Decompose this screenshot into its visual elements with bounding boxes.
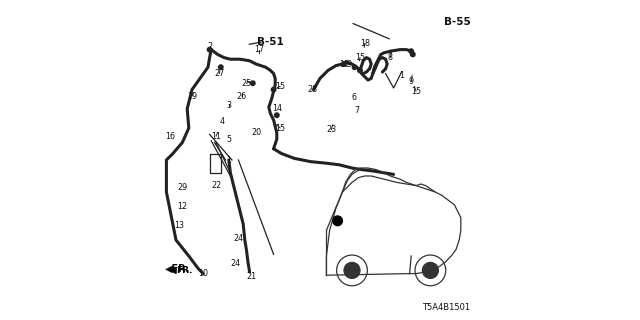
Text: 11: 11 xyxy=(211,132,221,140)
Text: 24: 24 xyxy=(230,260,240,268)
Text: 1: 1 xyxy=(227,156,231,164)
Text: 15: 15 xyxy=(411,87,421,96)
Circle shape xyxy=(218,65,223,69)
Text: 24: 24 xyxy=(234,234,243,243)
Text: 22: 22 xyxy=(211,181,221,190)
Text: ◀FR.: ◀FR. xyxy=(165,264,190,274)
Text: 29: 29 xyxy=(177,183,188,192)
Circle shape xyxy=(342,62,346,66)
Text: 1: 1 xyxy=(399,71,404,80)
Circle shape xyxy=(344,262,360,278)
Text: T5A4B1501: T5A4B1501 xyxy=(422,303,470,312)
Text: 13: 13 xyxy=(174,221,184,230)
Text: 3: 3 xyxy=(227,101,231,110)
Circle shape xyxy=(271,87,276,92)
Text: 4: 4 xyxy=(220,117,225,126)
Text: 25: 25 xyxy=(241,79,252,88)
Text: 10: 10 xyxy=(198,269,208,278)
Text: 15: 15 xyxy=(275,82,285,91)
Circle shape xyxy=(207,47,212,52)
Circle shape xyxy=(352,65,357,69)
Text: 15: 15 xyxy=(275,124,285,132)
Text: 28: 28 xyxy=(307,85,317,94)
Text: FR.: FR. xyxy=(176,266,193,275)
Text: 12: 12 xyxy=(177,202,188,211)
Text: 26: 26 xyxy=(237,92,246,100)
Text: 23: 23 xyxy=(326,125,336,134)
Text: 5: 5 xyxy=(226,135,232,144)
Text: 21: 21 xyxy=(246,272,256,281)
Text: 7: 7 xyxy=(354,106,360,115)
Circle shape xyxy=(275,113,279,117)
Text: B-51: B-51 xyxy=(257,36,284,47)
Circle shape xyxy=(411,52,415,57)
Text: 8: 8 xyxy=(388,53,393,62)
Circle shape xyxy=(358,68,362,73)
Circle shape xyxy=(250,81,255,85)
Text: 18: 18 xyxy=(360,39,370,48)
Circle shape xyxy=(422,262,438,278)
Text: 15: 15 xyxy=(339,60,349,68)
Text: 9: 9 xyxy=(408,77,414,86)
Text: 6: 6 xyxy=(351,93,356,102)
Circle shape xyxy=(409,49,413,53)
Text: 14: 14 xyxy=(272,104,282,113)
Text: 27: 27 xyxy=(214,69,225,78)
Text: 9: 9 xyxy=(346,60,351,68)
Text: 19: 19 xyxy=(187,92,197,100)
Text: 16: 16 xyxy=(165,132,175,140)
Circle shape xyxy=(333,216,342,226)
Text: B-55: B-55 xyxy=(444,17,471,28)
Text: 2: 2 xyxy=(207,42,212,51)
Text: 17: 17 xyxy=(254,45,264,54)
Text: 20: 20 xyxy=(251,128,261,137)
Text: 15: 15 xyxy=(355,53,365,62)
